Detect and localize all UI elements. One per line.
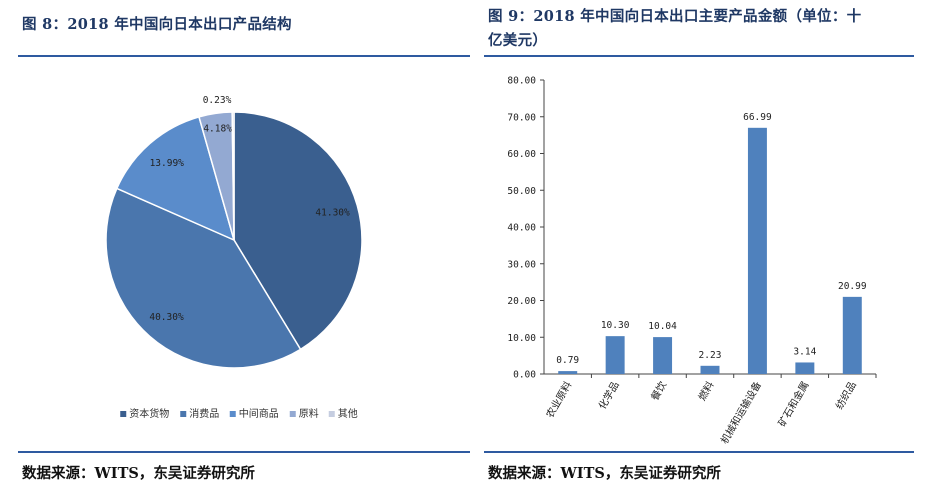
x-tick-label: 化学品 [595,379,621,411]
legend-swatch [289,411,296,417]
left-title-rule [18,55,470,57]
pie-chart: 41.30% 40.30% 13.99% 4.18% 0.23% 资本货物 消费品 中间商品 原… [105,95,363,420]
pie-slice-label: 13.99% [150,158,185,169]
y-tick-label: 70.00 [507,112,536,123]
bar [558,371,578,374]
right-title-rule [484,55,914,57]
x-tick-label: 矿石和金属 [775,379,811,429]
y-tick-label: 50.00 [507,186,536,197]
bar-value-label: 3.14 [793,346,816,357]
y-tick-label: 20.00 [507,296,536,307]
legend-swatch [328,411,335,417]
legend-label: 原料 [299,407,319,420]
legend-swatch [229,411,236,417]
legend-swatch [180,411,187,417]
legend-swatch [120,411,127,417]
pie-slice [233,111,363,351]
legend-label: 其他 [338,407,358,420]
bar-value-label: 2.23 [699,350,722,361]
bar [700,365,720,374]
legend-label: 资本货物 [129,407,169,420]
y-tick-label: 10.00 [507,333,536,344]
y-tick-label: 40.00 [507,223,536,234]
pie-slice-label: 40.30% [149,312,184,323]
left-chart-title: 图 8：2018 年中国向日本出口产品结构 [22,16,292,33]
bar [795,362,815,374]
legend-label: 中间商品 [239,407,279,420]
pie-slice-label: 4.18% [203,124,232,135]
left-source-note: 数据来源：WITS，东吴证券研究所 [22,465,255,482]
right-bottom-rule [484,451,914,453]
bar [842,296,862,374]
x-tick-label: 机械和运输设备 [718,379,764,446]
y-tick-label: 30.00 [507,259,536,270]
x-tick-label: 燃料 [695,379,716,403]
left-bottom-rule [18,451,470,453]
bar-value-label: 66.99 [743,112,772,123]
bar [653,337,673,374]
bar-value-label: 0.79 [556,355,579,366]
legend-label: 消费品 [189,407,219,420]
x-tick-label: 餐饮 [648,379,669,403]
y-tick-label: 80.00 [507,76,536,87]
pie-slice [231,111,235,241]
right-chart-title-line1: 图 9：2018 年中国向日本出口主要产品金额（单位：十 [488,8,862,25]
pie-slice-label: 41.30% [315,207,350,218]
bar-value-label: 20.99 [838,281,867,292]
bar-chart: 0.00 10.00 20.00 30.00 40.00 50.00 60.00 70.00 8… [507,76,877,446]
right-chart-title-line2: 亿美元） [488,32,548,49]
x-tick-label: 纺织品 [833,379,859,411]
pie-slice [105,187,302,369]
y-tick-label: 60.00 [507,149,536,160]
x-tick-label: 农业原料 [543,379,574,420]
right-source-note: 数据来源：WITS，东吴证券研究所 [488,465,721,482]
pie-slice-label: 0.23% [203,95,232,106]
bar-value-label: 10.04 [648,321,677,332]
bar [747,127,767,374]
y-tick-label: 0.00 [513,370,536,381]
bar [605,336,625,374]
pie-slice [115,115,236,242]
bar-value-label: 10.30 [601,320,630,331]
